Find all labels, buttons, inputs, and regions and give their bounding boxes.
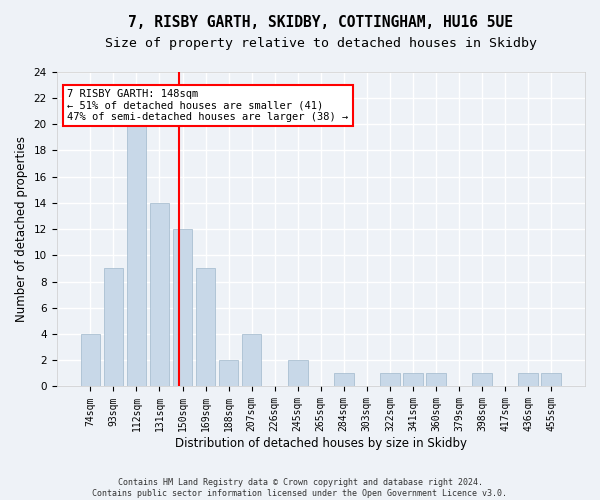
Bar [426,374,446,386]
Title: Size of property relative to detached houses in Skidby: Size of property relative to detached ho… [105,36,537,50]
Bar [104,268,123,386]
Bar [242,334,262,386]
X-axis label: Distribution of detached houses by size in Skidby: Distribution of detached houses by size … [175,437,467,450]
Bar [541,374,561,386]
Bar [403,374,423,386]
Bar [127,124,146,386]
Bar [334,374,353,386]
Text: 7, RISBY GARTH, SKIDBY, COTTINGHAM, HU16 5UE: 7, RISBY GARTH, SKIDBY, COTTINGHAM, HU16… [128,15,513,30]
Text: Contains HM Land Registry data © Crown copyright and database right 2024.
Contai: Contains HM Land Registry data © Crown c… [92,478,508,498]
Bar [472,374,492,386]
Y-axis label: Number of detached properties: Number of detached properties [15,136,28,322]
Bar [149,203,169,386]
Bar [380,374,400,386]
Bar [219,360,238,386]
Bar [173,229,193,386]
Bar [518,374,538,386]
Text: 7 RISBY GARTH: 148sqm
← 51% of detached houses are smaller (41)
47% of semi-deta: 7 RISBY GARTH: 148sqm ← 51% of detached … [67,89,349,122]
Bar [80,334,100,386]
Bar [196,268,215,386]
Bar [288,360,308,386]
